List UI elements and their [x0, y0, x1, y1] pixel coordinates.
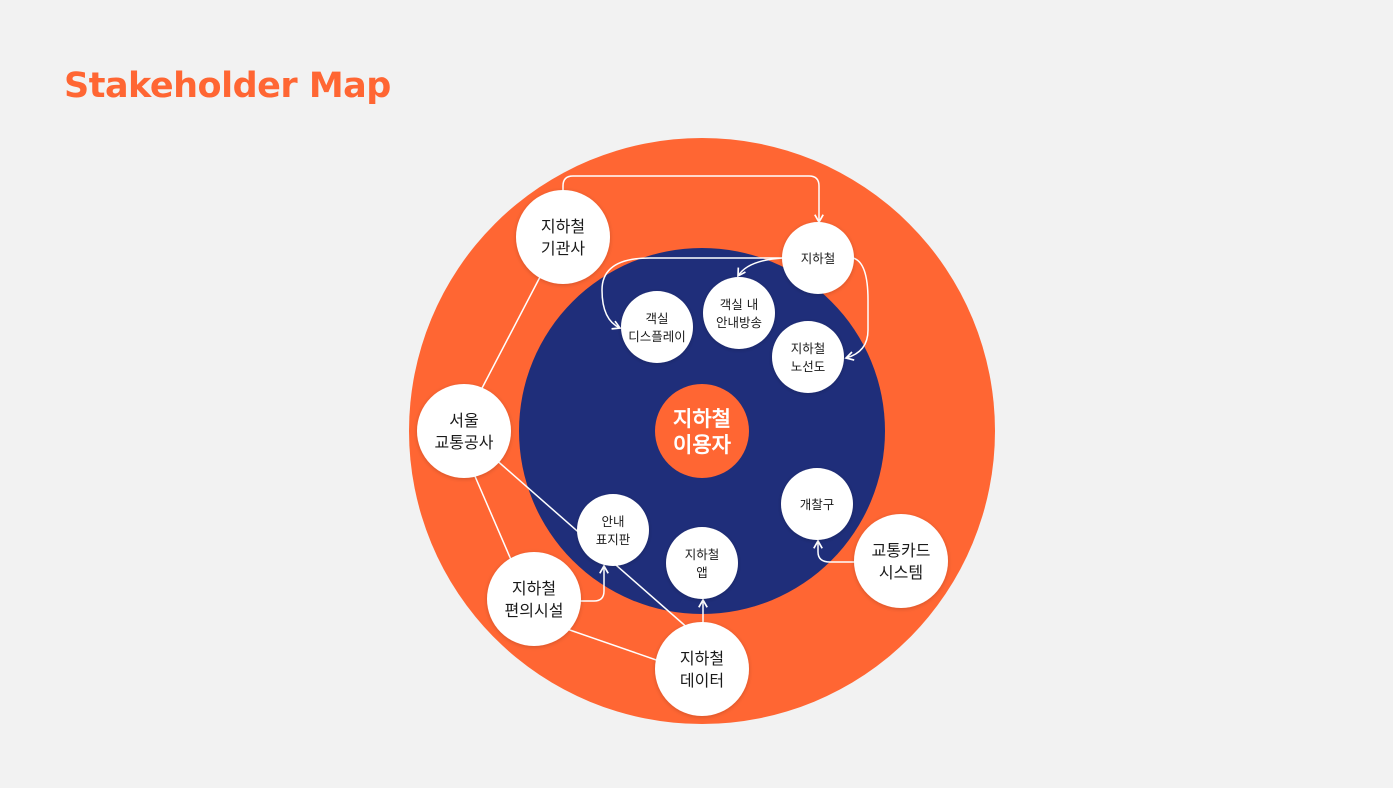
node-seoul-metro-circle: [417, 384, 511, 478]
node-data-circle: [655, 622, 749, 716]
node-app-label-line2: 앱: [696, 565, 708, 580]
node-route-map-label-line1: 지하철: [791, 341, 826, 356]
node-subway-label-line1: 지하철: [801, 251, 836, 266]
node-cabin-announcement-label-line1: 객실 내: [720, 297, 758, 312]
connector-subway-to-route-map: [844, 257, 869, 361]
node-gate: 개찰구: [781, 468, 853, 540]
node-data: 지하철 데이터: [655, 622, 749, 716]
node-transit-card-label-line2: 시스템: [879, 563, 923, 582]
node-cabin-announcement-circle: [703, 277, 775, 349]
node-route-map-label-line2: 노선도: [791, 359, 826, 374]
node-data-label-line1: 지하철: [680, 649, 724, 668]
center-node-label-line1: 지하철: [673, 407, 731, 431]
connector-transit-card-to-gate: [813, 539, 855, 563]
page-title: Stakeholder Map: [64, 66, 391, 106]
node-data-label-line2: 데이터: [680, 671, 724, 690]
center-node-circle: [655, 384, 749, 478]
node-guide-sign-circle: [577, 494, 649, 566]
node-agency-label-line2: 기관사: [541, 239, 585, 258]
node-cabin-announcement-label-line2: 안내방송: [716, 315, 762, 330]
connector-facilities-to-guide-sign: [578, 564, 609, 602]
node-guide-sign-label-line2: 표지판: [596, 532, 631, 547]
node-gate-label-line1: 개찰구: [800, 497, 835, 512]
node-seoul-metro-label-line1: 서울: [449, 411, 478, 430]
node-app-circle: [666, 527, 738, 599]
node-transit-card: 교통카드 시스템: [854, 514, 948, 608]
node-agency: 지하철 기관사: [516, 190, 610, 284]
node-gate-circle: [781, 468, 853, 540]
center-node: 지하철 이용자: [655, 384, 749, 478]
connector-subway-to-cabin-announcement: [737, 257, 784, 278]
node-guide-sign: 안내 표지판: [577, 494, 649, 566]
node-route-map-circle: [772, 321, 844, 393]
node-subway: 지하철: [782, 222, 854, 294]
center-node-label-line2: 이용자: [673, 433, 732, 457]
node-route-map: 지하철 노선도: [772, 321, 844, 393]
node-facilities: 지하철 편의시설: [487, 552, 581, 646]
node-subway-circle: [782, 222, 854, 294]
node-facilities-circle: [487, 552, 581, 646]
node-agency-circle: [516, 190, 610, 284]
node-cabin-display-circle: [621, 291, 693, 363]
node-app-label-line1: 지하철: [685, 547, 720, 562]
node-cabin-display: 객실 디스플레이: [621, 291, 693, 363]
connector-agency-to-seoul-metro: [479, 276, 541, 393]
node-guide-sign-label-line1: 안내: [601, 514, 624, 529]
node-transit-card-circle: [854, 514, 948, 608]
connector-seoul-metro-to-facilities: [473, 473, 513, 563]
node-cabin-announcement: 객실 내 안내방송: [703, 277, 775, 349]
node-agency-label-line1: 지하철: [541, 217, 585, 236]
connector-subway-to-cabin-display: [601, 257, 783, 330]
node-seoul-metro: 서울 교통공사: [417, 384, 511, 478]
connector-agency-to-subway: [562, 175, 824, 224]
connector-facilities-to-data: [563, 627, 663, 663]
node-transit-card-label-line1: 교통카드: [872, 541, 931, 560]
node-cabin-display-label-line1: 객실: [645, 311, 668, 326]
node-cabin-display-label-line2: 디스플레이: [628, 329, 686, 344]
node-seoul-metro-label-line2: 교통공사: [435, 433, 494, 452]
node-app: 지하철 앱: [666, 527, 738, 599]
node-facilities-label-line2: 편의시설: [505, 601, 564, 620]
node-facilities-label-line1: 지하철: [512, 579, 556, 598]
